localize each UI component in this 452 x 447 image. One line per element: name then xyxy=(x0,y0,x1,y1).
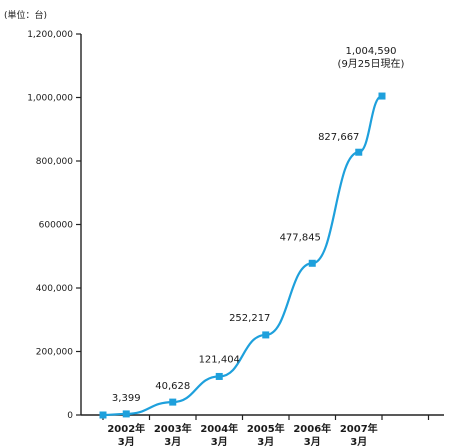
data-label: 252,217 xyxy=(229,313,270,324)
y-tick-label: 400,000 xyxy=(36,284,73,294)
y-tick-label: 800,000 xyxy=(36,157,73,167)
data-point-marker xyxy=(169,398,177,406)
unit-label: (単位：台) xyxy=(4,9,47,21)
data-label: 1,004,590 (9月25日現在) xyxy=(338,46,405,70)
data-labels: 3,399 40,628 121,404 252,217 477,845 827,667 1… xyxy=(112,46,405,404)
data-point-marker xyxy=(262,331,270,339)
data-label: 3,399 xyxy=(112,393,141,404)
x-tick-label: 2003年 3月 xyxy=(154,422,192,447)
data-label: 40,628 xyxy=(155,381,190,392)
y-tick-label: 1,200,000 xyxy=(27,30,73,40)
x-tick-label: 2007年 3月 xyxy=(340,422,378,447)
data-point-marker xyxy=(215,372,223,380)
data-point-marker xyxy=(122,410,130,418)
data-label: 121,404 xyxy=(199,354,240,365)
x-tick-label: 2005年 3月 xyxy=(247,422,285,447)
data-point-marker xyxy=(378,92,386,100)
x-ticks: 2002年 3月 2003年 3月 2004年 3月 2005年 3月 2006年 3月 2007年… xyxy=(102,415,430,447)
data-point-marker xyxy=(308,259,316,267)
series-line xyxy=(102,94,383,417)
y-tick-label: 200,000 xyxy=(36,348,73,358)
data-point-marker xyxy=(355,148,363,156)
data-point-marker xyxy=(99,411,107,419)
data-label: 477,845 xyxy=(280,232,321,243)
x-tick-label: 2006年 3月 xyxy=(293,422,331,447)
y-ticks: 0 200,000 400,000 600000 800,000 1,000,000 1,2… xyxy=(27,30,81,421)
data-markers xyxy=(99,92,386,419)
data-label: 827,667 xyxy=(318,132,359,143)
y-tick-label: 600000 xyxy=(39,221,74,231)
x-tick-label: 2004年 3月 xyxy=(200,422,238,447)
y-tick-label: 0 xyxy=(67,411,73,421)
x-tick-label: 2002年 3月 xyxy=(107,422,145,447)
y-tick-label: 1,000,000 xyxy=(27,94,73,104)
